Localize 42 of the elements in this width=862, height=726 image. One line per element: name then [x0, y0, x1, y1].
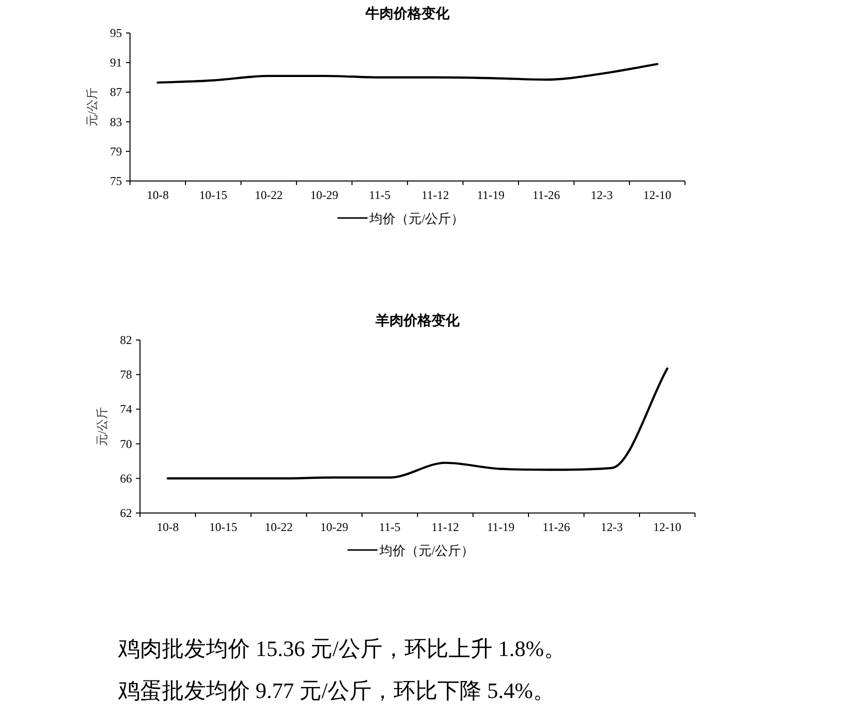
- x-tick-label: 11-26: [532, 188, 560, 202]
- line-series: [156, 62, 658, 84]
- x-tick-label: 11-19: [486, 520, 515, 534]
- x-tick-label: 11-26: [542, 520, 570, 534]
- x-tick-label: 10-8: [146, 188, 169, 202]
- y-tick-label: 62: [120, 506, 132, 520]
- y-tick-label: 70: [120, 436, 132, 451]
- legend-label: 均价（元/公斤）: [378, 543, 474, 558]
- y-tick-label: 91: [110, 56, 122, 70]
- y-tick-label: 66: [120, 471, 132, 486]
- x-tick-label: 11-5: [368, 188, 391, 202]
- y-tick-label: 83: [110, 114, 122, 129]
- y-axis-title: 元/公斤: [85, 87, 99, 127]
- y-axis-title: 元/公斤: [95, 406, 109, 446]
- x-tick-label: 12-3: [590, 188, 613, 202]
- x-tick-label: 11-12: [421, 188, 450, 202]
- x-tick-label: 11-19: [476, 188, 505, 202]
- x-tick-label: 11-5: [378, 520, 401, 534]
- text: 鸡蛋批发均价 9.77 元/公斤，环比下降 5.4%。: [117, 678, 555, 703]
- x-tick-label: 10-8: [156, 520, 179, 534]
- x-tick-label: 12-3: [600, 520, 623, 534]
- y-tick-label: 75: [110, 174, 122, 188]
- x-tick-label: 10-15: [199, 188, 228, 202]
- legend-label: 均价（元/公斤）: [368, 211, 464, 226]
- x-tick-label: 10-22: [254, 188, 283, 202]
- x-tick-label: 11-12: [431, 520, 460, 534]
- y-tick-label: 74: [120, 402, 132, 416]
- y-tick-label: 95: [110, 26, 122, 40]
- line-series: [166, 367, 668, 480]
- x-tick-label: 12-10: [653, 520, 682, 534]
- x-tick-label: 10-22: [264, 520, 293, 534]
- y-tick-label: 87: [110, 85, 122, 100]
- chart-title: 牛肉价格变化: [364, 5, 450, 22]
- x-tick-label: 10-29: [310, 188, 338, 202]
- y-tick-label: 79: [110, 144, 122, 158]
- x-tick-label: 10-15: [209, 520, 238, 534]
- chart-title: 羊肉价格变化: [374, 312, 460, 329]
- x-tick-label: 12-10: [643, 188, 672, 202]
- text: 鸡肉批发均价 15.36 元/公斤，环比上升 1.8%。: [117, 636, 566, 661]
- y-tick-label: 82: [120, 333, 132, 347]
- x-tick-label: 10-29: [320, 520, 348, 534]
- y-tick-label: 78: [120, 368, 132, 382]
